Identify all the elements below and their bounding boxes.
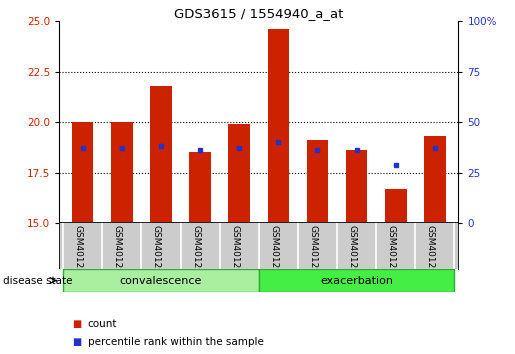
Text: GSM401292: GSM401292 bbox=[308, 225, 317, 280]
Text: GSM401293: GSM401293 bbox=[152, 225, 161, 280]
Text: ■: ■ bbox=[72, 337, 81, 347]
Text: GSM401294: GSM401294 bbox=[348, 225, 356, 280]
Bar bbox=[190, 152, 211, 223]
Bar bbox=[111, 122, 132, 223]
Text: convalescence: convalescence bbox=[120, 275, 202, 286]
Bar bbox=[424, 136, 445, 223]
Text: GSM401296: GSM401296 bbox=[387, 225, 396, 280]
Text: count: count bbox=[88, 319, 117, 329]
Title: GDS3615 / 1554940_a_at: GDS3615 / 1554940_a_at bbox=[174, 7, 344, 20]
Text: GSM401297: GSM401297 bbox=[230, 225, 239, 280]
Text: disease state: disease state bbox=[3, 275, 72, 286]
Bar bbox=[63, 269, 259, 292]
Text: GSM401291: GSM401291 bbox=[113, 225, 122, 280]
Bar bbox=[385, 189, 406, 223]
Bar bbox=[229, 124, 250, 223]
Bar bbox=[72, 122, 93, 223]
Bar bbox=[150, 86, 171, 223]
Text: percentile rank within the sample: percentile rank within the sample bbox=[88, 337, 264, 347]
Bar bbox=[259, 269, 454, 292]
Text: GSM401290: GSM401290 bbox=[269, 225, 278, 280]
Text: ■: ■ bbox=[72, 319, 81, 329]
Text: GSM401298: GSM401298 bbox=[426, 225, 435, 280]
Bar bbox=[346, 150, 367, 223]
Bar bbox=[268, 29, 289, 223]
Text: GSM401295: GSM401295 bbox=[191, 225, 200, 280]
Bar bbox=[307, 140, 328, 223]
Text: GSM401289: GSM401289 bbox=[74, 225, 83, 280]
Text: exacerbation: exacerbation bbox=[320, 275, 393, 286]
